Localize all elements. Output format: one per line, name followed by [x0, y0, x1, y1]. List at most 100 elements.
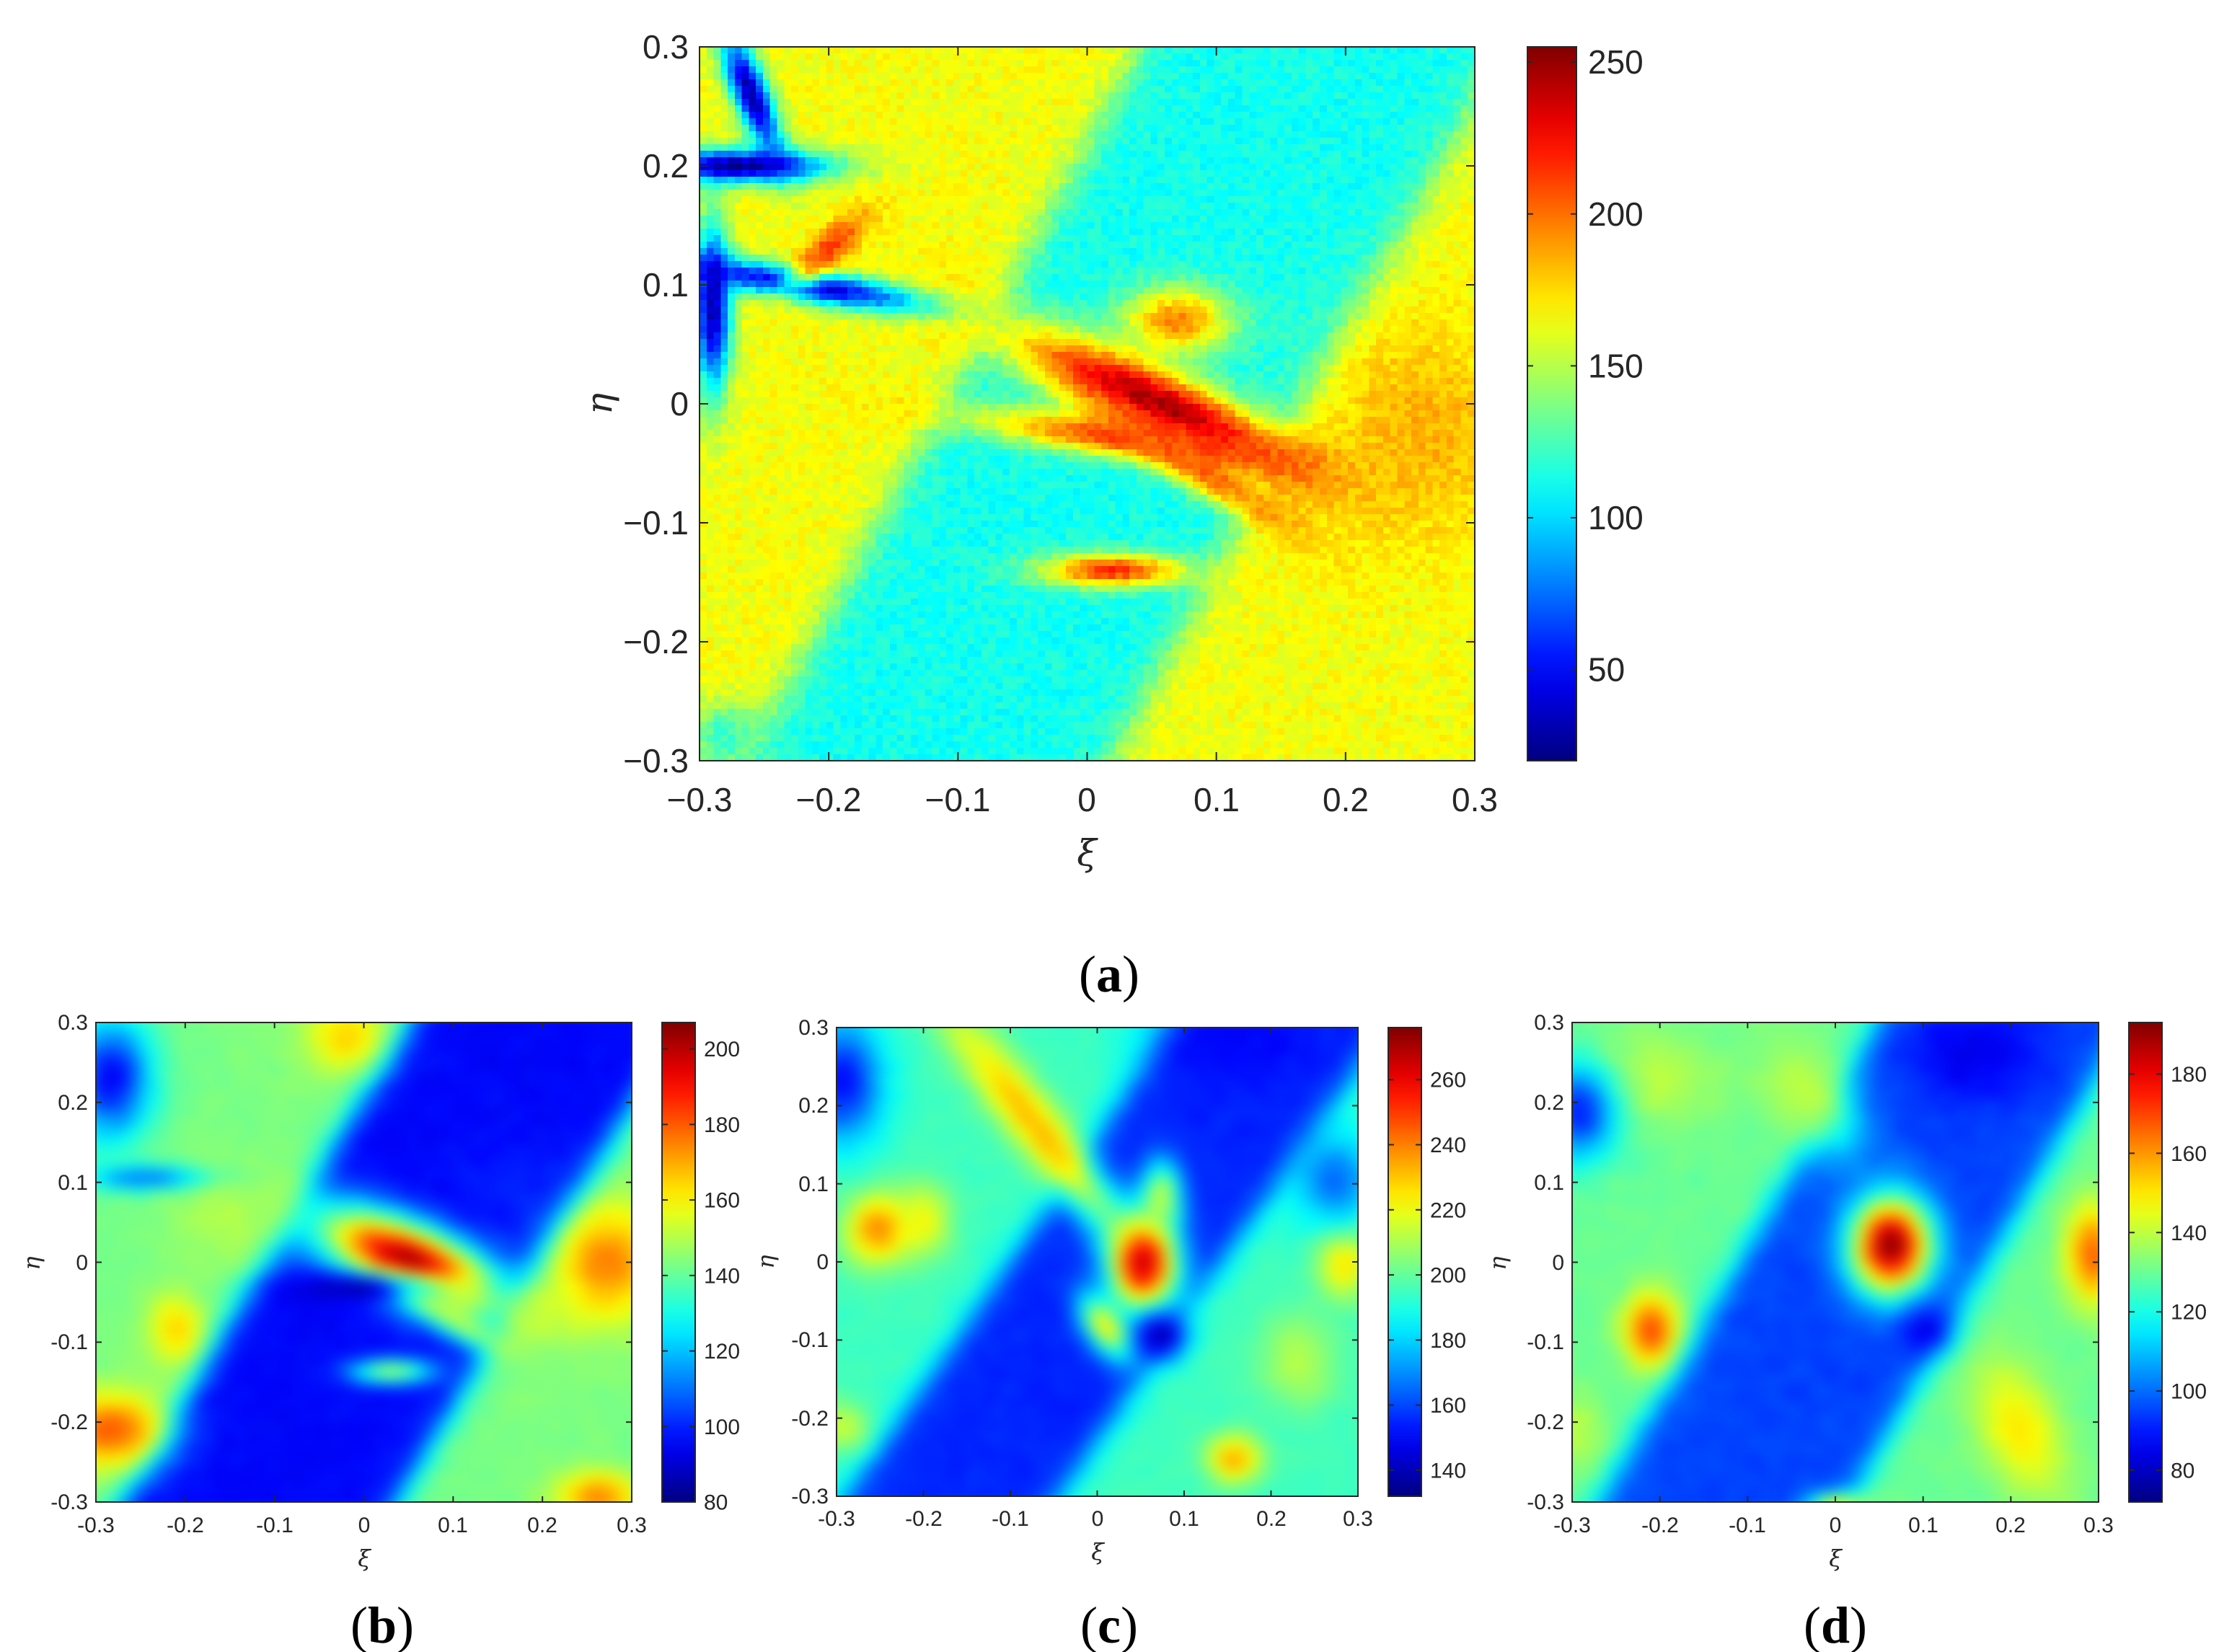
colorbar-tick-label: 200: [1430, 1264, 1466, 1288]
caption-b: (b): [350, 1596, 414, 1652]
y-tick-label: 0.1: [1534, 1171, 1564, 1195]
y-tick-label: 0.2: [1534, 1091, 1564, 1115]
y-tick-label: −0.1: [623, 504, 689, 542]
colorbar-tick-label: 140: [2171, 1222, 2207, 1245]
colorbar-ticks-d: 80 100 120 140 160 180: [2129, 1063, 2207, 1483]
x-tick-label: 0.1: [1908, 1514, 1938, 1537]
colorbar-ticks-c: 140 160 180 200 220 240 260: [1388, 1069, 1466, 1483]
x-tick-label: 0: [1077, 781, 1096, 818]
colorbar-tick-label: 240: [1430, 1134, 1466, 1157]
y-tick-label: -0.2: [791, 1407, 829, 1431]
colorbar-tick-label: 200: [1588, 195, 1644, 233]
y-tick-labels-d: -0.3 -0.2 -0.1 0 0.1 0.2 0.3: [1527, 1011, 1564, 1514]
x-tick-label: -0.2: [1641, 1514, 1679, 1537]
y-tick-label: -0.3: [791, 1485, 829, 1509]
y-tick-label: −0.3: [623, 742, 689, 779]
x-axis-label-a: ξ: [1077, 832, 1098, 874]
y-tick-label: -0.2: [1527, 1410, 1564, 1434]
x-tick-label: -0.2: [167, 1514, 204, 1537]
x-tick-label: -0.1: [992, 1507, 1029, 1531]
x-tick-label: -0.2: [905, 1507, 943, 1531]
x-tick-label: 0: [358, 1514, 371, 1537]
x-tick-label: -0.3: [77, 1514, 115, 1537]
colorbar-tick-label: 100: [2171, 1380, 2207, 1404]
x-axis-label-c: ξ: [1091, 1538, 1105, 1565]
colorbar-tick-label: 150: [1588, 347, 1644, 384]
y-tick-label: 0.3: [58, 1011, 88, 1035]
y-tick-label: -0.1: [1527, 1330, 1564, 1354]
x-tick-label: -0.1: [256, 1514, 294, 1537]
caption-c: (c): [1080, 1596, 1138, 1652]
heatmap-d: [1572, 1022, 2099, 1502]
x-tick-label: 0.3: [1343, 1507, 1373, 1531]
y-axis-label-d: η: [1484, 1256, 1512, 1270]
tick-marks-b: [95, 1022, 632, 1503]
x-tick-label: 0: [1830, 1514, 1842, 1537]
panel-c: -0.3 -0.2 -0.1 0 0.1 0.2 0.3 -0.3 -0.2 -…: [752, 1016, 1466, 1652]
x-axis-label-d: ξ: [1829, 1545, 1843, 1572]
colorbar-a: [1527, 46, 1577, 761]
y-tick-label: -0.3: [50, 1490, 88, 1514]
x-tick-label: 0.3: [1452, 781, 1498, 818]
panel-d: -0.3 -0.2 -0.1 0 0.1 0.2 0.3 -0.3 -0.2 -…: [1484, 1011, 2207, 1652]
colorbar-tick-label: 120: [2171, 1301, 2207, 1325]
y-tick-labels-c: -0.3 -0.2 -0.1 0 0.1 0.2 0.3: [791, 1016, 829, 1509]
colorbar-tick-label: 180: [2171, 1063, 2207, 1087]
colorbar-ticks-b: 80 100 120 140 160 180 200: [662, 1038, 740, 1515]
colorbar-tick-label: 200: [704, 1038, 740, 1061]
x-tick-label: 0.2: [527, 1514, 557, 1537]
x-tick-labels-d: -0.3 -0.2 -0.1 0 0.1 0.2 0.3: [1553, 1514, 2114, 1537]
y-tick-label: 0.2: [58, 1091, 88, 1115]
colorbar-ticks-a: 50 100 150 200 250: [1527, 43, 1644, 689]
y-tick-labels-b: -0.3 -0.2 -0.1 0 0.1 0.2 0.3: [50, 1011, 88, 1514]
x-tick-labels-b: -0.3 -0.2 -0.1 0 0.1 0.2 0.3: [77, 1514, 647, 1537]
colorbar-tick-label: 140: [704, 1264, 740, 1288]
y-tick-label: 0: [76, 1251, 88, 1275]
colorbar-d: [2128, 1022, 2163, 1503]
x-tick-label: -0.1: [1729, 1514, 1766, 1537]
x-tick-label: −0.3: [667, 781, 733, 818]
heatmap-a: [700, 47, 1475, 761]
colorbar-tick-label: 140: [1430, 1459, 1466, 1483]
x-axis-label-b: ξ: [358, 1545, 371, 1572]
y-tick-label: 0.3: [798, 1016, 829, 1040]
colorbar-tick-label: 80: [704, 1491, 728, 1515]
x-tick-label: −0.1: [925, 781, 991, 818]
colorbar-tick-label: 80: [2171, 1459, 2194, 1483]
colorbar-tick-label: 250: [1588, 43, 1644, 81]
y-tick-label: 0.1: [58, 1171, 88, 1195]
x-tick-label: 0.1: [438, 1514, 468, 1537]
tick-marks-c: [836, 1027, 1359, 1497]
y-tick-label: 0.1: [798, 1172, 829, 1196]
caption-d: (d): [1804, 1596, 1867, 1652]
x-tick-label: −0.2: [796, 781, 862, 818]
x-tick-label: 0.2: [1323, 781, 1369, 818]
colorbar-c: [1388, 1027, 1422, 1497]
colorbar-tick-label: 50: [1588, 651, 1625, 689]
colorbar-tick-label: 260: [1430, 1069, 1466, 1092]
y-tick-label: -0.2: [50, 1410, 88, 1434]
y-tick-label: -0.1: [791, 1328, 829, 1352]
x-tick-label: -0.3: [818, 1507, 855, 1531]
y-tick-label: 0: [670, 385, 689, 423]
y-tick-label: −0.2: [623, 623, 689, 661]
x-tick-label: 0.3: [2083, 1514, 2114, 1537]
heatmap-b: [96, 1022, 632, 1502]
y-tick-label: 0.2: [643, 147, 689, 185]
heatmap-c: [837, 1028, 1358, 1496]
colorbar-tick-label: 220: [1430, 1198, 1466, 1222]
tick-marks-d: [1571, 1022, 2099, 1503]
colorbar-tick-label: 100: [1588, 499, 1644, 536]
y-axis-label-b: η: [18, 1256, 45, 1270]
y-tick-label: 0.2: [798, 1094, 829, 1118]
x-tick-labels-a: −0.3 −0.2 −0.1 0 0.1 0.2 0.3: [667, 781, 1498, 818]
colorbar-tick-label: 180: [1430, 1329, 1466, 1353]
y-tick-label: 0.3: [643, 28, 689, 66]
y-axis-label-c: η: [752, 1255, 780, 1268]
x-tick-label: -0.3: [1553, 1514, 1591, 1537]
colorbar-b: [661, 1022, 696, 1503]
panel-a: −0.3 −0.2 −0.1 0 0.1 0.2 0.3 −0.3 −0.2 −…: [578, 28, 1644, 1003]
y-tick-label: 0: [816, 1250, 829, 1274]
y-tick-label: -0.3: [1527, 1490, 1564, 1514]
